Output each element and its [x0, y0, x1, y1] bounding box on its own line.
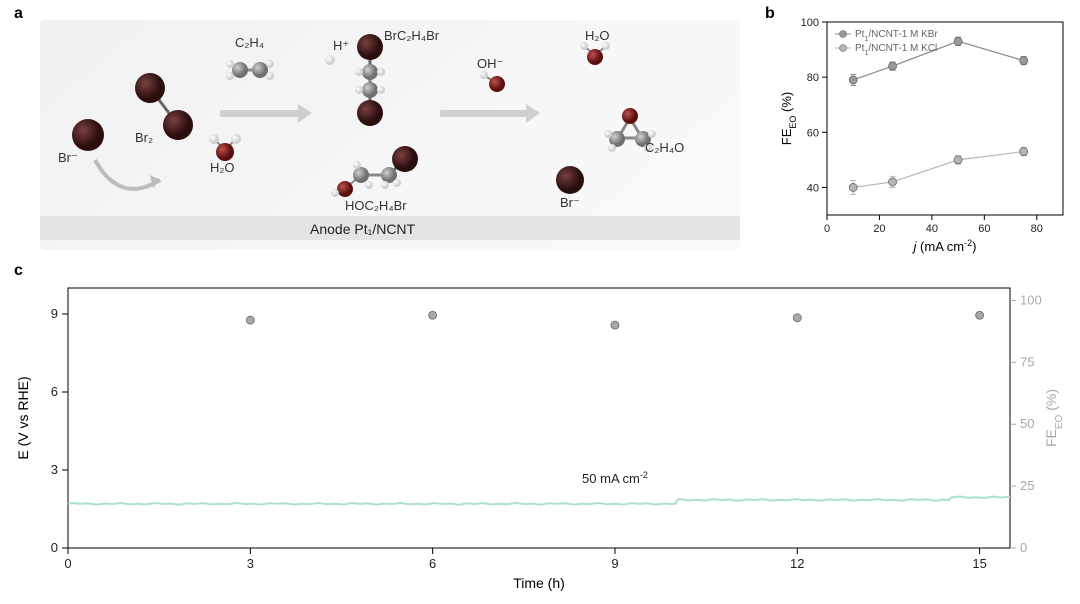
svg-text:40: 40: [926, 223, 938, 235]
panel-b-chart-svg: 0 20 40 60 80 40 60 80 100 j (mA cm-2) FEEO (%) Pt1…: [775, 12, 1075, 257]
svg-text:Pt1/NCNT-1 M KBr: Pt1/NCNT-1 M KBr: [855, 29, 938, 43]
svg-text:6: 6: [51, 384, 58, 399]
svg-text:80: 80: [807, 72, 819, 84]
lbl-brc2h4br: BrC₂H₄Br: [384, 28, 439, 43]
svg-text:Time (h): Time (h): [513, 575, 565, 591]
svg-text:3: 3: [51, 462, 58, 477]
svg-text:20: 20: [873, 223, 885, 235]
svg-text:75: 75: [1020, 354, 1034, 369]
panel-a-label: a: [14, 5, 23, 23]
lbl-hplus: H⁺: [333, 38, 349, 54]
svg-text:FEEO (%): FEEO (%): [779, 92, 798, 145]
lbl-oh-minus: OH⁻: [477, 56, 503, 72]
panel-c-chart-svg: 0 3 6 9 12 15 0 3 6 9 0 25 50 75 100 Time (h) E (V vs RH…: [10, 276, 1070, 596]
svg-text:j (mA cm-2): j (mA cm-2): [912, 238, 977, 254]
lbl-hoc2h4br: HOC₂H₄Br: [345, 198, 407, 213]
lbl-br-minus: Br⁻: [58, 150, 78, 166]
svg-text:12: 12: [790, 556, 804, 571]
svg-text:0: 0: [64, 556, 71, 571]
lbl-br-minus-prod: Br⁻: [560, 195, 580, 211]
panel-a: a Anode Pt₁/NCNT: [0, 0, 760, 260]
svg-text:15: 15: [972, 556, 986, 571]
panel-b-label: b: [765, 5, 775, 23]
lbl-br2: Br₂: [135, 130, 153, 145]
svg-text:25: 25: [1020, 478, 1034, 493]
svg-text:0: 0: [1020, 540, 1027, 555]
svg-text:0: 0: [824, 223, 830, 235]
panel-c: c 0369121503690255075100Time (h)E (V vs …: [0, 262, 1080, 602]
svg-text:6: 6: [429, 556, 436, 571]
svg-text:100: 100: [801, 17, 819, 29]
svg-text:50 mA cm-2: 50 mA cm-2: [582, 470, 648, 486]
svg-text:9: 9: [51, 306, 58, 321]
panel-b: b 0 20 40 60 80 40 60 80 100 j (mA cm-2) FEEO (%) P…: [765, 0, 1075, 260]
svg-text:3: 3: [247, 556, 254, 571]
panel-a-schematic-box: Anode Pt₁/NCNT: [40, 20, 740, 250]
svg-text:9: 9: [611, 556, 618, 571]
lbl-c2h4: C₂H₄: [235, 35, 264, 50]
svg-text:E (V vs RHE): E (V vs RHE): [15, 376, 31, 459]
lbl-h2o-2: H₂O: [585, 28, 610, 43]
svg-text:60: 60: [978, 223, 990, 235]
svg-text:80: 80: [1031, 223, 1043, 235]
lbl-h2o-1: H₂O: [210, 160, 235, 175]
svg-text:40: 40: [807, 182, 819, 194]
svg-text:100: 100: [1020, 292, 1042, 307]
svg-text:50: 50: [1020, 416, 1034, 431]
svg-text:0: 0: [51, 540, 58, 555]
svg-text:60: 60: [807, 127, 819, 139]
lbl-c2h4o: C₂H₄O: [645, 140, 684, 155]
svg-text:FEEO (%): FEEO (%): [1043, 389, 1065, 447]
